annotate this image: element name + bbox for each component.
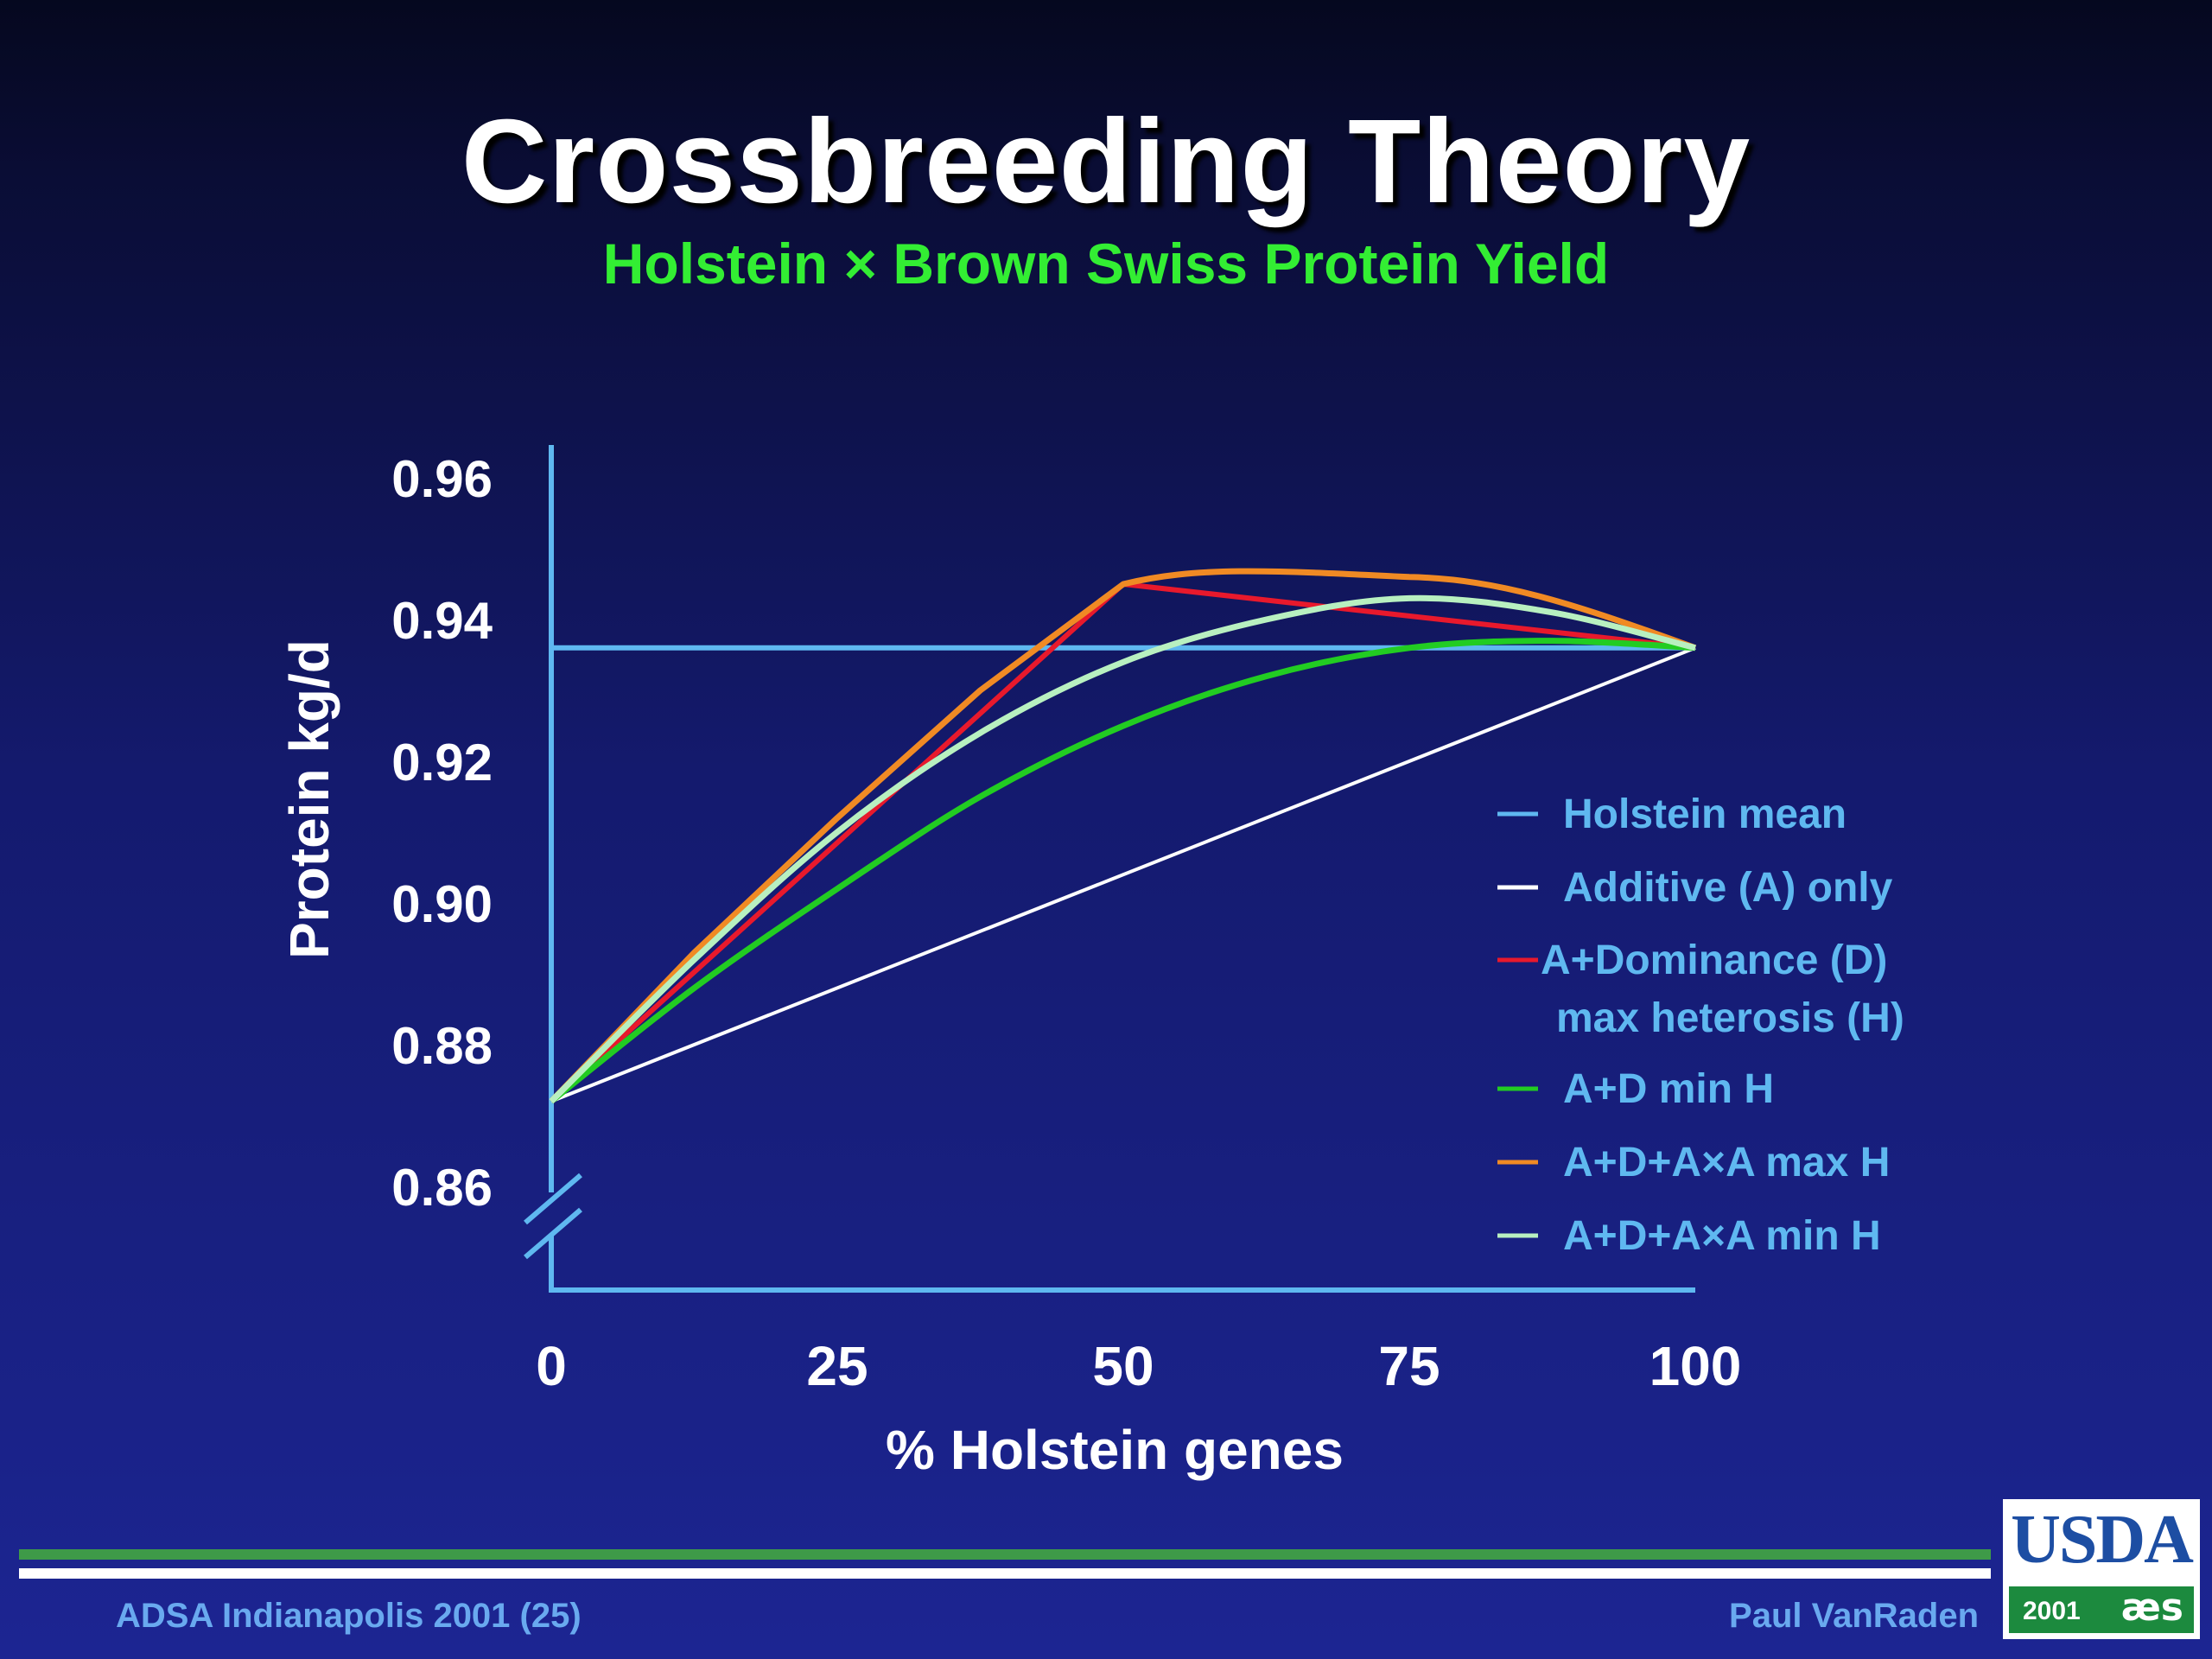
y-tick-label: 0.94 — [391, 592, 493, 650]
x-tick-label: 0 — [536, 1335, 567, 1397]
axis-break-mark-upper — [524, 1173, 582, 1225]
series-line — [550, 645, 1696, 1103]
x-tick-labels: 0 25 50 75 100 — [536, 1335, 1741, 1397]
aes-logo-mark: æs — [2120, 1586, 2183, 1630]
legend-label: max heterosis (H) — [1556, 995, 1904, 1041]
y-tick-label: 0.86 — [391, 1159, 493, 1217]
chart-legend: Holstein mean Additive (A) only A+Dominanc… — [1497, 791, 1904, 1259]
usda-logo-text: USDA — [2011, 1502, 2194, 1578]
legend-label: A+D min H — [1563, 1066, 1774, 1112]
x-tick-label: 50 — [1092, 1335, 1154, 1397]
legend-label: A+D+A×A min H — [1563, 1213, 1881, 1259]
slide-title: Crossbreeding Theory — [461, 95, 1751, 228]
y-tick-label: 0.92 — [391, 734, 493, 791]
chart-axes — [524, 445, 1695, 1293]
usda-logo: USDA 2001 æs — [2003, 1499, 2200, 1639]
y-tick-label: 0.88 — [391, 1017, 493, 1075]
series-line — [549, 568, 1697, 1104]
x-tick-label: 100 — [1649, 1335, 1742, 1397]
footer-right-text: Paul VanRaden — [1729, 1597, 1979, 1635]
legend-label: A+Dominance (D) — [1541, 938, 1887, 983]
legend-label: A+D+A×A max H — [1563, 1140, 1890, 1185]
usda-logo-year: 2001 — [2023, 1597, 2081, 1625]
axis-break-mark-lower — [524, 1207, 582, 1260]
x-tick-label: 25 — [806, 1335, 868, 1397]
legend-label: Holstein mean — [1563, 791, 1847, 837]
footer-rule-green — [19, 1549, 1991, 1560]
series-line — [549, 638, 1696, 1104]
slide-subtitle: Holstein × Brown Swiss Protein Yield — [602, 232, 1610, 296]
footer-left-text: ADSA Indianapolis 2001 (25) — [116, 1597, 582, 1635]
y-tick-labels: 0.96 0.94 0.92 0.90 0.88 0.86 — [391, 450, 493, 1217]
y-axis-label: Protein kg/d — [278, 639, 340, 959]
legend-label: Additive (A) only — [1563, 865, 1893, 911]
series-line — [549, 594, 1696, 1104]
chart-series — [549, 568, 1697, 1104]
usda-logo-band: 2001 æs — [2009, 1586, 2194, 1633]
footer-rule-white — [19, 1568, 1991, 1579]
x-axis-label: % Holstein genes — [886, 1419, 1344, 1481]
x-tick-label: 75 — [1378, 1335, 1440, 1397]
y-tick-label: 0.90 — [391, 875, 493, 933]
y-tick-label: 0.96 — [391, 450, 493, 508]
